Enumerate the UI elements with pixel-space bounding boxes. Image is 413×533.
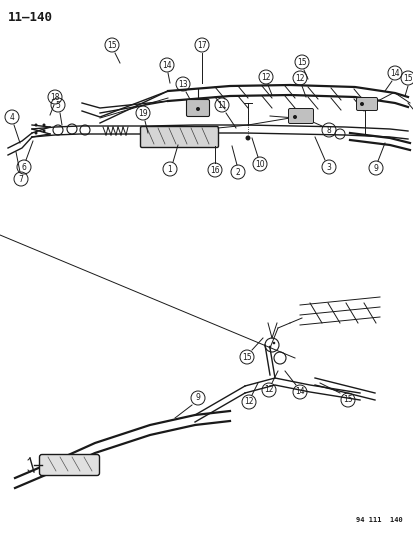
Circle shape xyxy=(43,130,45,133)
Circle shape xyxy=(268,346,271,348)
Text: 1: 1 xyxy=(167,165,172,174)
Text: 9: 9 xyxy=(373,164,377,173)
Circle shape xyxy=(292,115,296,119)
Text: 13: 13 xyxy=(178,79,188,88)
Circle shape xyxy=(272,342,275,344)
Text: 7: 7 xyxy=(19,174,24,183)
Text: 2: 2 xyxy=(235,167,240,176)
Text: 8: 8 xyxy=(326,125,330,134)
Circle shape xyxy=(245,135,250,141)
Text: 15: 15 xyxy=(107,41,116,50)
FancyBboxPatch shape xyxy=(356,98,377,110)
FancyBboxPatch shape xyxy=(39,455,99,475)
Text: 15: 15 xyxy=(297,58,306,67)
Circle shape xyxy=(359,102,363,106)
Text: 12: 12 xyxy=(261,72,270,82)
Text: 4: 4 xyxy=(9,112,14,122)
Circle shape xyxy=(34,124,38,126)
Text: 16: 16 xyxy=(210,166,219,174)
Text: 12: 12 xyxy=(263,385,273,394)
Text: 9: 9 xyxy=(195,393,200,402)
Text: 15: 15 xyxy=(242,352,251,361)
Text: 14: 14 xyxy=(294,387,304,397)
Text: 94 111  140: 94 111 140 xyxy=(356,517,402,523)
Circle shape xyxy=(43,124,45,126)
Text: 12: 12 xyxy=(294,74,304,83)
Text: 5: 5 xyxy=(55,101,60,109)
Text: 12: 12 xyxy=(244,398,253,407)
Text: 15: 15 xyxy=(402,74,412,83)
Text: 14: 14 xyxy=(162,61,171,69)
Text: 14: 14 xyxy=(389,69,399,77)
FancyBboxPatch shape xyxy=(140,126,218,148)
Text: 15: 15 xyxy=(342,395,352,405)
Text: 10: 10 xyxy=(254,159,264,168)
Text: 11: 11 xyxy=(217,101,226,109)
Text: 11–140: 11–140 xyxy=(8,11,53,24)
Circle shape xyxy=(34,132,38,134)
FancyBboxPatch shape xyxy=(288,109,313,124)
Text: 18: 18 xyxy=(50,93,59,101)
Circle shape xyxy=(195,107,199,111)
Text: 19: 19 xyxy=(138,109,147,117)
Text: 17: 17 xyxy=(197,41,206,50)
Text: 3: 3 xyxy=(326,163,331,172)
FancyBboxPatch shape xyxy=(186,100,209,117)
Text: 6: 6 xyxy=(21,163,26,172)
